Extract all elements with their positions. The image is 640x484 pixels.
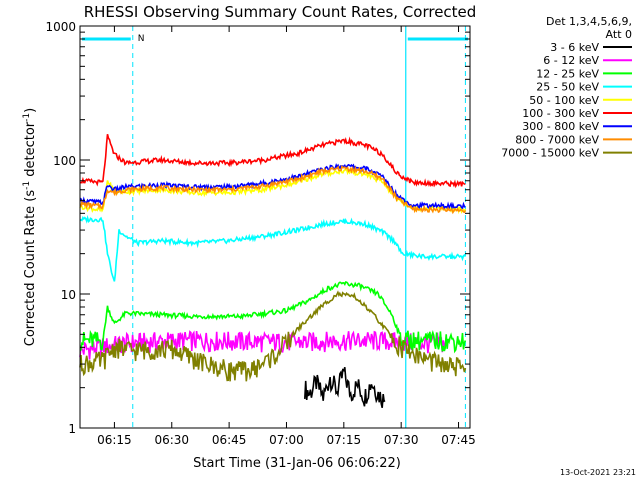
night-flag-label: N bbox=[138, 34, 145, 44]
y-tick-label: 1000 bbox=[45, 20, 76, 34]
x-tick-label: 07:00 bbox=[269, 433, 304, 447]
x-tick-label: 07:30 bbox=[384, 433, 419, 447]
y-tick-label: 10 bbox=[61, 288, 76, 302]
x-tick-label: 06:30 bbox=[154, 433, 189, 447]
plot-area: N bbox=[79, 26, 468, 428]
x-tick-label: 06:15 bbox=[97, 433, 132, 447]
legend-header-line2: Att 0 bbox=[606, 28, 632, 41]
x-axis: 06:15 06:30 06:45 07:00 07:15 07:30 07:45 bbox=[97, 26, 476, 447]
series-line bbox=[79, 164, 467, 215]
legend-label: 50 - 100 keV bbox=[529, 94, 599, 107]
series-line bbox=[79, 214, 467, 282]
legend-label: 6 - 12 keV bbox=[543, 54, 599, 67]
x-tick-label: 07:15 bbox=[327, 433, 362, 447]
chart-title: RHESSI Observing Summary Count Rates, Co… bbox=[84, 3, 477, 21]
footer-timestamp: 13-Oct-2021 23:21 bbox=[560, 468, 636, 477]
y-axis-label: Corrected Count Rate (s-1 detector-1) bbox=[22, 108, 38, 346]
legend-label: 300 - 800 keV bbox=[522, 120, 599, 133]
y-axis: 1 10 100 1000 bbox=[45, 20, 470, 436]
legend-label: 7000 - 15000 keV bbox=[501, 147, 599, 160]
plot-frame bbox=[79, 25, 471, 429]
legend-label: 12 - 25 keV bbox=[536, 67, 599, 80]
legend-label: 3 - 6 keV bbox=[550, 41, 599, 54]
legend-label: 800 - 7000 keV bbox=[515, 133, 599, 146]
y-tick-label: 1 bbox=[68, 422, 76, 436]
legend-label: 25 - 50 keV bbox=[536, 81, 599, 94]
series-line bbox=[79, 281, 467, 354]
series-line bbox=[79, 134, 466, 189]
x-tick-label: 06:45 bbox=[212, 433, 247, 447]
y-tick-label: 100 bbox=[53, 154, 76, 168]
series-line bbox=[304, 366, 386, 408]
x-tick-label: 07:45 bbox=[441, 433, 476, 447]
x-axis-label: Start Time (31-Jan-06 06:06:22) bbox=[193, 456, 401, 471]
series-line bbox=[79, 290, 467, 382]
legend-label: 100 - 300 keV bbox=[522, 107, 599, 120]
legend-header-line1: Det 1,3,4,5,6,9, bbox=[546, 15, 632, 28]
